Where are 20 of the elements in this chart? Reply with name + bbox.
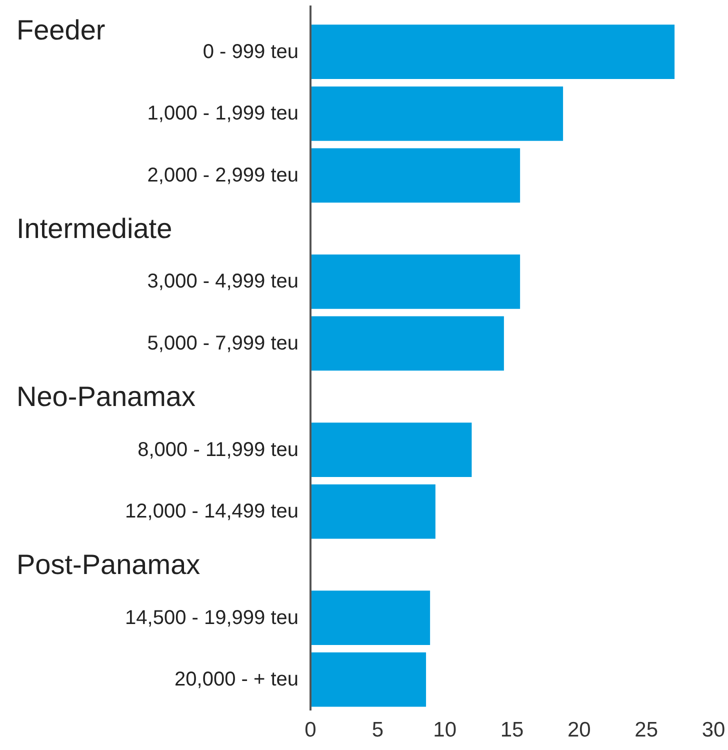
text: Intermediate [16, 213, 172, 244]
x-tick-label: 20 [567, 718, 591, 742]
y-tick-label: 2,000 - 2,999 teu [147, 164, 299, 186]
y-tick-label: 12,000 - 14,499 teu [125, 500, 299, 523]
y-tick-label: 14,500 - 19,999 teu [125, 606, 299, 629]
y-tick-label: 8,000 - 11,999 teu [138, 438, 299, 461]
y-tick-label: 5,000 - 7,999 teu [147, 332, 299, 354]
y-tick-label: 0 - 999 teu [202, 40, 298, 63]
text: Neo-Panamax [16, 381, 196, 412]
x-tick-label: 10 [433, 718, 457, 742]
x-tick-label: 25 [634, 718, 658, 742]
text: Post-Panamax [16, 549, 200, 580]
y-tick-label: 20,000 - + teu [174, 668, 298, 691]
text: Feeder [16, 14, 106, 46]
x-tick-label: 0 [304, 718, 316, 742]
y-tick-label: 1,000 - 1,999 teu [147, 102, 299, 125]
y-tick-label: 3,000 - 4,999 teu [147, 270, 299, 293]
x-tick-label: 15 [500, 718, 524, 742]
x-tick-label: 5 [372, 718, 384, 742]
x-tick-label: 30 [702, 718, 726, 742]
